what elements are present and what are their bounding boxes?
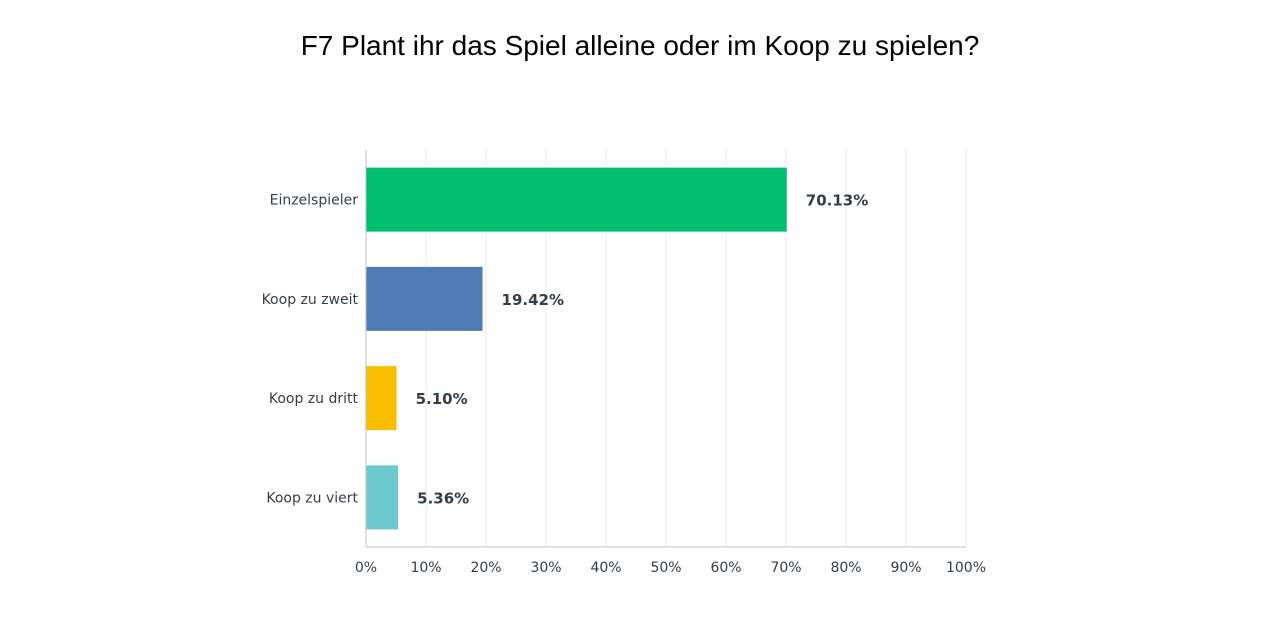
bars xyxy=(366,167,787,530)
data-label: 19.42% xyxy=(502,291,564,309)
x-tick-label: 90% xyxy=(890,560,921,576)
chart-title: F7 Plant ihr das Spiel alleine oder im K… xyxy=(300,30,980,61)
bar xyxy=(366,167,787,232)
x-tick-label: 60% xyxy=(710,560,741,576)
x-tick-label: 20% xyxy=(470,560,501,576)
bar xyxy=(366,366,397,431)
labels: 0% 10% 20% 30% 40% 50% 60% 70% 80% 90% 100% Einzels… xyxy=(262,192,986,576)
category-label: Koop zu zweit xyxy=(262,292,359,308)
x-tick-label: 70% xyxy=(770,560,801,576)
data-label: 5.36% xyxy=(417,489,469,507)
x-tick-label: 40% xyxy=(590,560,621,576)
category-label: Koop zu dritt xyxy=(269,391,359,407)
bar xyxy=(366,465,399,530)
data-label: 70.13% xyxy=(806,192,868,210)
x-tick-label: 30% xyxy=(530,560,561,576)
x-tick-label: 10% xyxy=(410,560,441,576)
data-label: 5.10% xyxy=(416,390,468,408)
bar xyxy=(366,266,483,331)
category-label: Koop zu viert xyxy=(266,490,358,506)
x-tick-label: 50% xyxy=(650,560,681,576)
category-label: Einzelspieler xyxy=(270,193,359,209)
axes xyxy=(365,150,966,548)
x-tick-label: 80% xyxy=(830,560,861,576)
x-tick-label: 100% xyxy=(946,560,986,576)
x-tick-label: 0% xyxy=(355,560,377,576)
